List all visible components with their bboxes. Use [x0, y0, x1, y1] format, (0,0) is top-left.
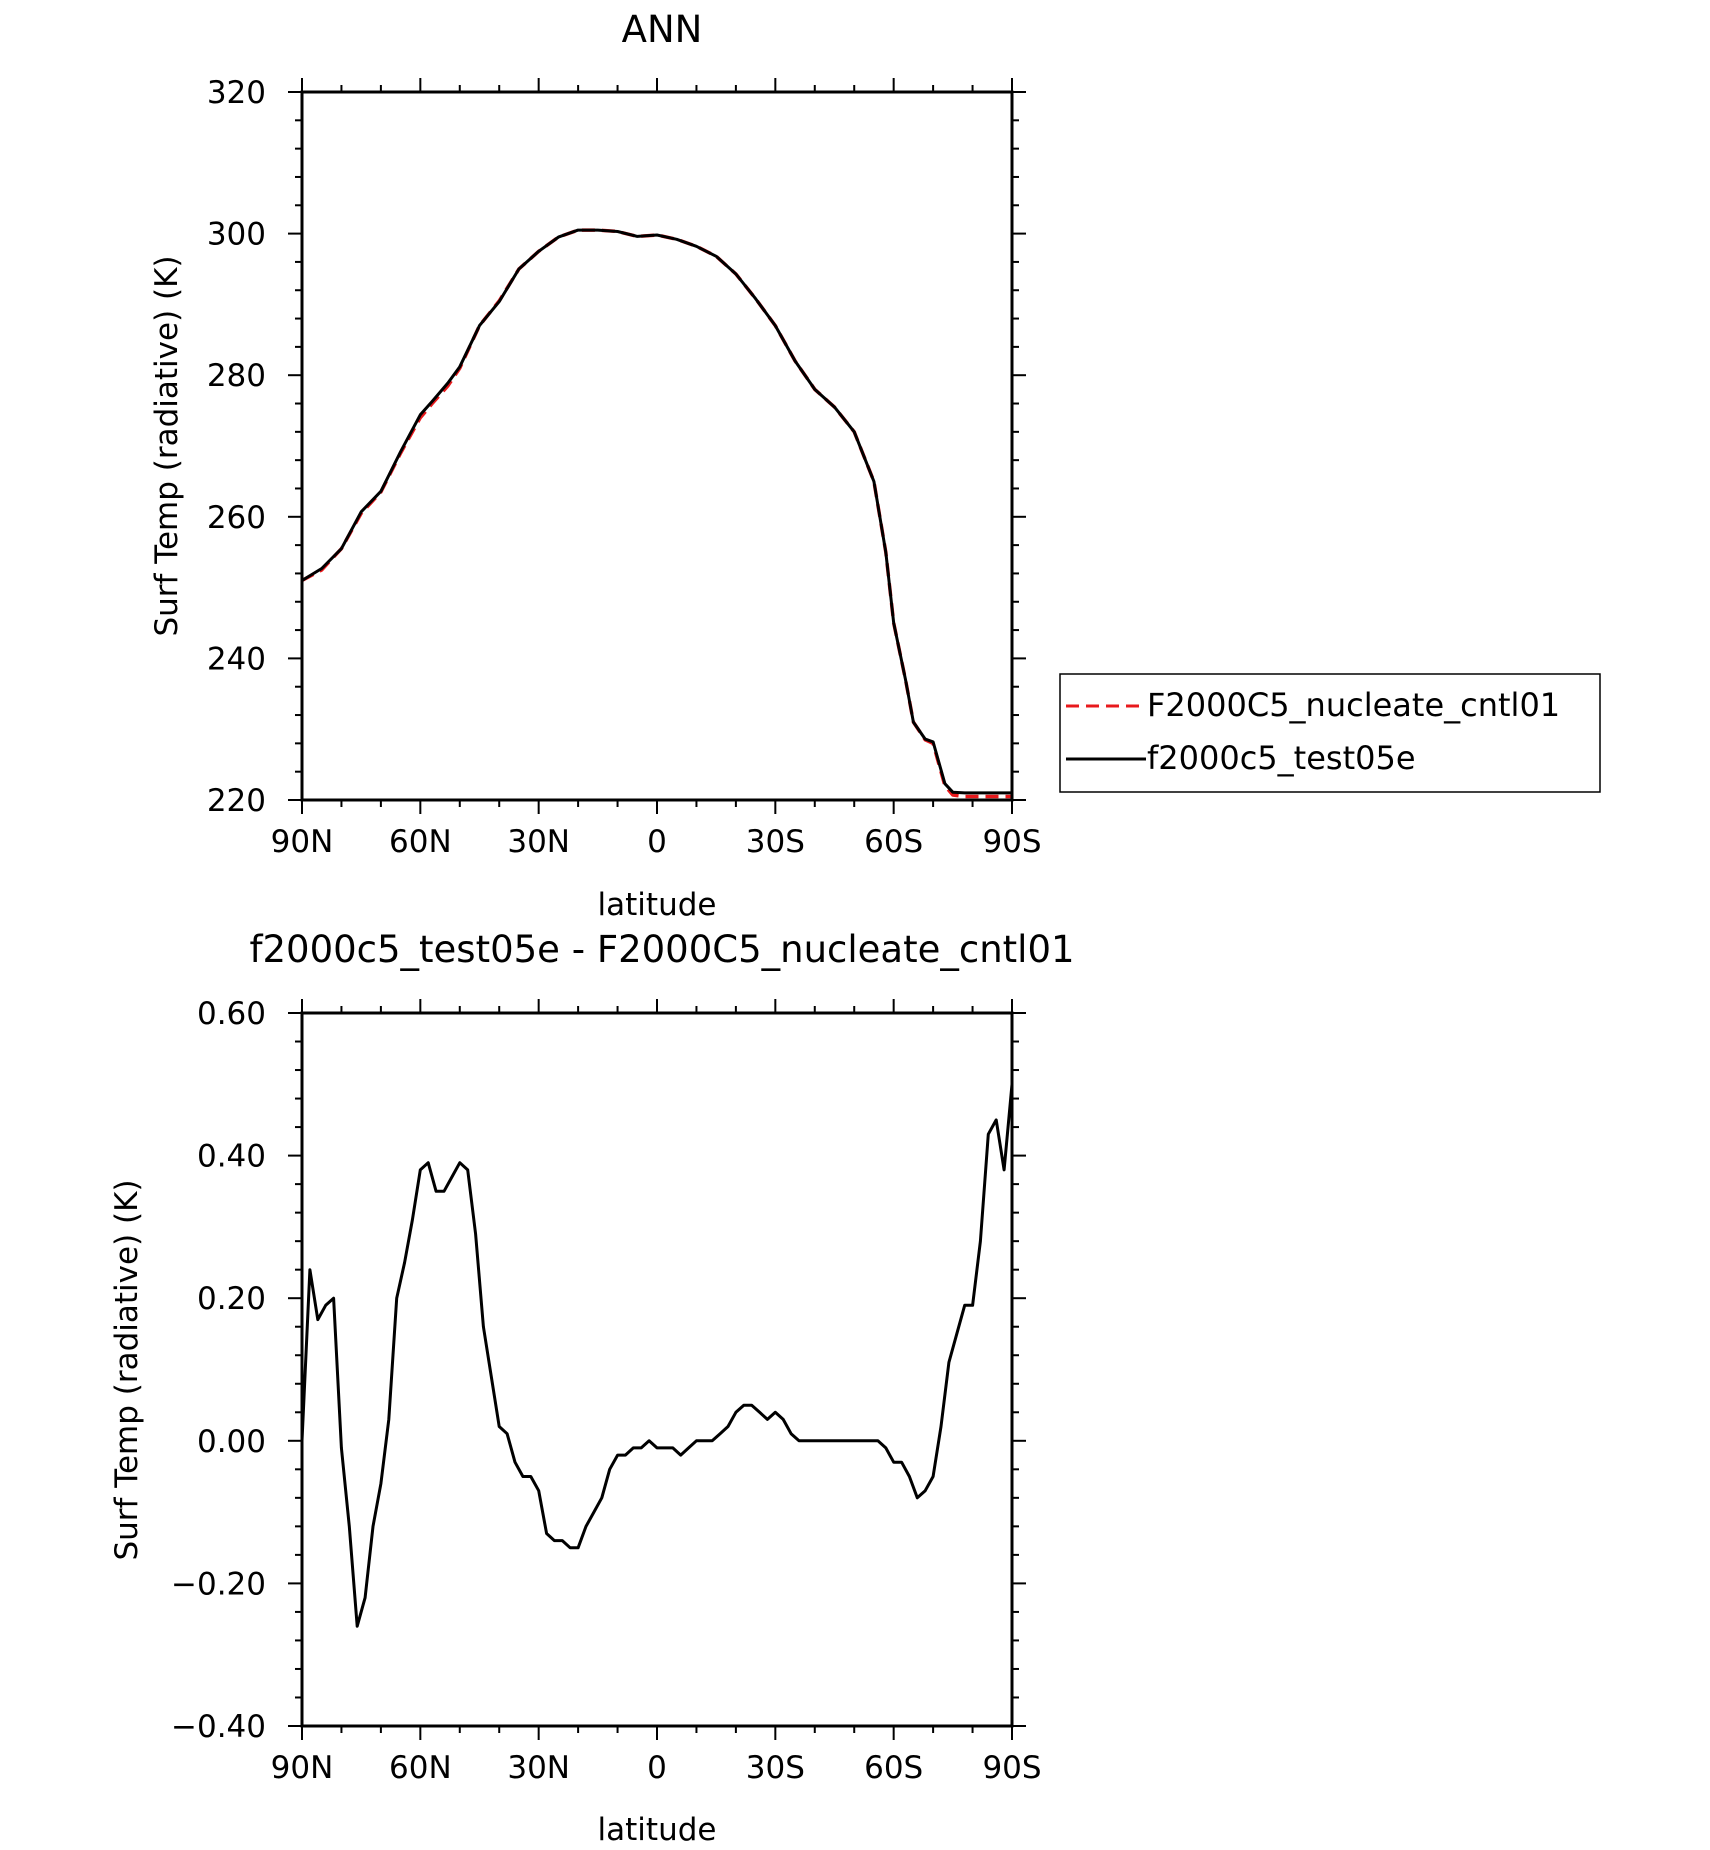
x-tick-label: 30S [746, 1750, 805, 1786]
top-panel: ANN 90N 60N 30N 0 30S 60S 90S 220 240 260 280 300 32… [149, 8, 1601, 923]
top-panel-ylabel: Surf Temp (radiative) (K) [149, 255, 185, 636]
x-tick-label: 30S [746, 824, 805, 860]
x-tick-label: 90S [982, 824, 1041, 860]
top-panel-title: ANN [622, 8, 703, 51]
bottom-panel-xlabel: latitude [598, 1812, 717, 1848]
series-line-0 [301, 228, 1012, 799]
y-tick-label: −0.20 [171, 1566, 266, 1602]
y-tick-label: 220 [207, 783, 266, 819]
top-panel-series [301, 228, 1012, 799]
legend-label-cntl: F2000C5_nucleate_cntl01 [1147, 686, 1560, 724]
bottom-panel-title: f2000c5_test05e - F2000C5_nucleate_cntl0… [249, 928, 1074, 971]
y-tick-label: 300 [207, 217, 266, 253]
y-tick-label: 0.60 [197, 996, 266, 1032]
x-tick-label: 60S [864, 1750, 923, 1786]
x-tick-label: 90S [982, 1750, 1041, 1786]
legend-label-test: f2000c5_test05e [1147, 739, 1416, 777]
bottom-panel-series [300, 1084, 1014, 1628]
x-tick-label: 30N [507, 1750, 570, 1786]
x-tick-label: 60N [389, 1750, 452, 1786]
x-tick-label: 30N [507, 824, 570, 860]
top-panel-ticks: 90N 60N 30N 0 30S 60S 90S 220 240 260 280 300 320 [207, 75, 1042, 860]
legend: F2000C5_nucleate_cntl01 f2000c5_test05e [1059, 673, 1601, 793]
bottom-panel-ticks: 90N 60N 30N 0 30S 60S 90S −0.40 −0.20 0.00 0.20 0.4… [171, 996, 1042, 1786]
bottom-panel-ylabel: Surf Temp (radiative) (K) [109, 1179, 145, 1560]
x-tick-label: 0 [647, 824, 667, 860]
x-tick-label: 0 [647, 1750, 667, 1786]
x-tick-label: 90N [271, 1750, 334, 1786]
bottom-panel: f2000c5_test05e - F2000C5_nucleate_cntl0… [109, 928, 1075, 1848]
y-tick-label: −0.40 [171, 1709, 266, 1745]
y-tick-label: 260 [207, 500, 266, 536]
series-line-0 [300, 1084, 1014, 1628]
y-tick-label: 280 [207, 358, 266, 394]
y-tick-label: 0.20 [197, 1281, 266, 1317]
series-line-1 [301, 228, 1012, 795]
y-tick-label: 0.00 [197, 1424, 266, 1460]
y-tick-label: 0.40 [197, 1139, 266, 1175]
y-tick-label: 240 [207, 641, 266, 677]
x-tick-label: 90N [271, 824, 334, 860]
legend-box [1059, 673, 1601, 793]
x-tick-label: 60S [864, 824, 923, 860]
y-tick-label: 320 [207, 75, 266, 111]
x-tick-label: 60N [389, 824, 452, 860]
top-panel-xlabel: latitude [598, 887, 717, 923]
bottom-panel-frame [300, 1011, 1014, 1728]
top-panel-frame [300, 90, 1014, 802]
